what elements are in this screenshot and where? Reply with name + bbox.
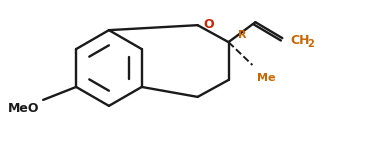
Text: CH: CH	[290, 34, 310, 47]
Text: Me: Me	[257, 73, 276, 83]
Text: R: R	[239, 30, 247, 40]
Text: MeO: MeO	[8, 102, 39, 115]
Text: O: O	[204, 18, 214, 31]
Text: 2: 2	[307, 39, 314, 49]
